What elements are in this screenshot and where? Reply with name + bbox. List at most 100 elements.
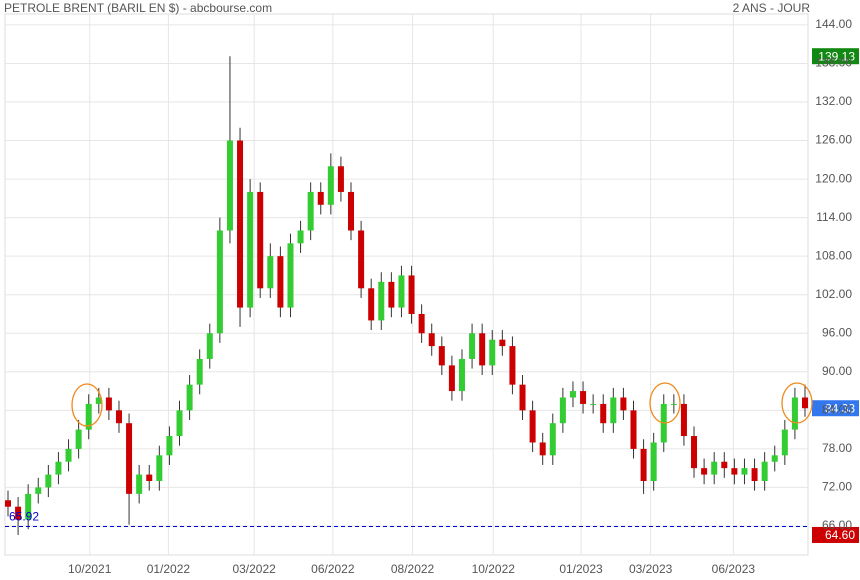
y-tick-label: 144.00 (815, 17, 852, 31)
candle-body (428, 333, 435, 347)
chart-title: PETROLE BRENT (BARIL EN $) - abcbourse.c… (4, 1, 272, 15)
overlays: 65.92 139.13 84.33 64.60 (5, 48, 859, 543)
candle-body (711, 461, 718, 475)
candle-body (741, 468, 748, 475)
candle-body (216, 230, 223, 334)
candle-body (640, 448, 647, 482)
candle-body (590, 403, 597, 405)
x-tick-label: 03/2022 (232, 562, 276, 576)
y-tick-label: 114.00 (816, 210, 852, 224)
candle-body (680, 403, 687, 437)
candle-body (75, 429, 82, 449)
candle-body (115, 410, 122, 424)
candle-body (509, 346, 516, 385)
candle-body (751, 468, 758, 482)
candle-body (277, 256, 284, 308)
y-tick-label: 66.00 (822, 518, 852, 532)
x-tick-label: 06/2022 (311, 562, 355, 576)
candle-body (5, 500, 11, 507)
candle-body (388, 281, 395, 308)
y-tick-label: 132.00 (815, 94, 852, 108)
candle-body (196, 358, 203, 385)
chart-subtitle: 2 ANS - JOUR (733, 1, 811, 15)
candle-body (378, 281, 385, 321)
plot-area (4, 13, 809, 556)
candle-body (721, 461, 728, 469)
candle-body (25, 493, 32, 520)
candle-body (45, 474, 52, 488)
candle-body (186, 384, 193, 411)
candle-body (35, 487, 42, 494)
candle-body (701, 468, 708, 475)
price-marker (812, 400, 859, 417)
candle-body (156, 455, 163, 482)
candle-body (771, 455, 778, 462)
candle-body (438, 346, 445, 366)
y-tick-label: 96.00 (822, 325, 852, 339)
candle-body (307, 191, 314, 231)
y-tick-label: 108.00 (815, 248, 852, 262)
x-tick-label: 01/2023 (559, 562, 603, 576)
candle-body (95, 397, 102, 404)
candle-body (529, 410, 536, 443)
highlight-circle (71, 383, 103, 427)
candle-body (600, 403, 607, 424)
candle-body (287, 243, 294, 308)
candle-body (802, 397, 808, 409)
price-marker-label: 139.13 (818, 49, 855, 63)
x-tick-label: 10/2021 (68, 562, 112, 576)
candle-body (731, 468, 738, 475)
x-tick-label: 08/2022 (391, 562, 435, 576)
candle-body (499, 339, 506, 347)
candle-body (539, 442, 546, 456)
candle-body (226, 140, 233, 231)
candle-body (418, 313, 425, 334)
y-tick-label: 120.00 (815, 171, 852, 185)
x-tick-label: 01/2022 (147, 562, 191, 576)
candle-body (348, 191, 355, 231)
candle-body (176, 410, 183, 437)
candle-body (368, 288, 375, 321)
candle-body (569, 391, 576, 398)
candle-body (317, 191, 324, 205)
candle-body (85, 403, 92, 430)
candle-body (479, 333, 486, 366)
y-tick-label: 78.00 (822, 441, 852, 455)
highlight-circle (649, 382, 681, 424)
price-marker (812, 48, 859, 65)
candle-body (257, 191, 264, 289)
highlight-circle (781, 382, 813, 424)
candle-body (337, 166, 344, 192)
y-tick-label: 126.00 (815, 133, 852, 147)
y-tick-label: 84.00 (822, 403, 852, 417)
y-tick-label: 72.00 (822, 480, 852, 494)
candle-body (448, 365, 455, 392)
candle-body (630, 410, 637, 449)
x-tick-label: 10/2022 (472, 562, 516, 576)
candle-body (267, 256, 274, 289)
candle-body (691, 436, 698, 469)
candle-body (519, 384, 526, 411)
candle-body (358, 230, 365, 289)
candles (5, 56, 808, 535)
price-marker-label: 64.60 (825, 528, 855, 542)
candle-body (55, 461, 62, 475)
candle-body (105, 397, 112, 411)
candle-body (650, 442, 657, 482)
candle-body (670, 403, 677, 405)
candle-body (489, 339, 496, 366)
candle-body (781, 429, 788, 456)
candle-body (247, 191, 254, 308)
x-tick-label: 06/2023 (712, 562, 756, 576)
candle-body (136, 474, 143, 494)
candle-body (65, 448, 72, 462)
candle-body (610, 397, 617, 424)
candle-body (580, 391, 587, 404)
y-tick-label: 102.00 (815, 287, 852, 301)
candle-body (469, 333, 476, 359)
candle-body (15, 506, 22, 520)
grid (5, 14, 808, 555)
candle-body (206, 333, 213, 359)
candle-body (458, 358, 465, 392)
